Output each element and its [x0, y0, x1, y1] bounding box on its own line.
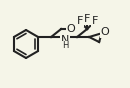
Text: O: O [101, 27, 109, 37]
Text: O: O [67, 24, 76, 34]
Text: F: F [84, 14, 90, 24]
Text: F: F [77, 16, 83, 26]
Text: H: H [62, 42, 68, 51]
Text: F: F [92, 16, 98, 26]
Text: N: N [61, 35, 69, 45]
